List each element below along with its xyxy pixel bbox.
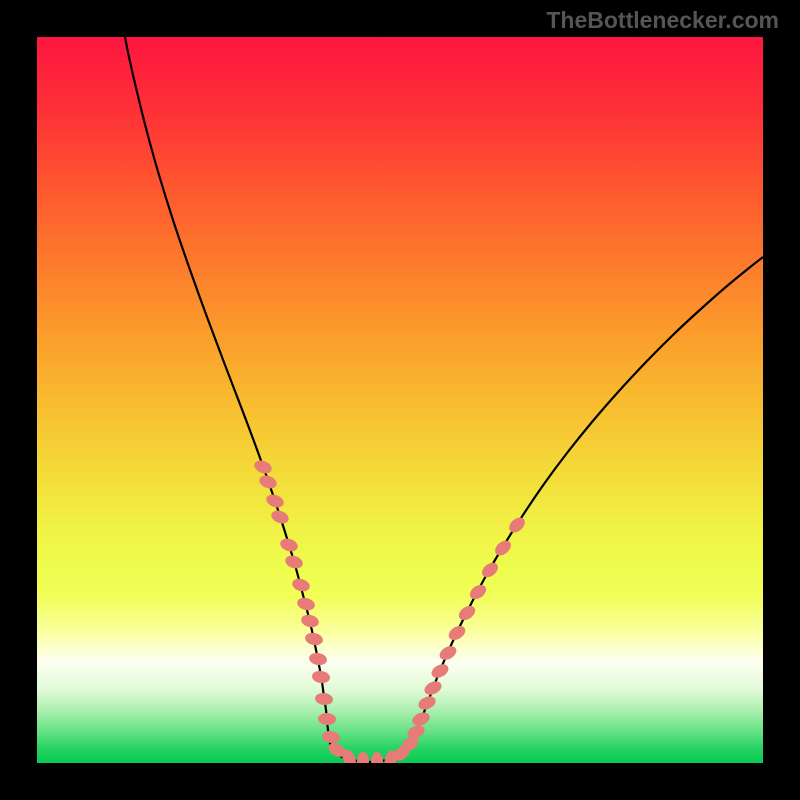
overlay-dot [264, 492, 285, 509]
overlay-dot [296, 596, 316, 612]
overlay-dot [308, 652, 328, 667]
overlay-dot [279, 537, 300, 554]
overlay-dot [311, 670, 330, 684]
overlay-dot [284, 554, 305, 571]
overlay-dot [357, 752, 369, 763]
curve-layer [37, 37, 763, 763]
overlay-dot [318, 712, 337, 725]
watermark-text: TheBottlenecker.com [546, 7, 779, 34]
overlay-dot [479, 560, 501, 581]
overlay-dot [456, 603, 478, 623]
left-curve [125, 37, 369, 762]
overlay-dot [300, 613, 320, 629]
overlay-dot [291, 577, 312, 593]
overlay-dot [467, 582, 489, 602]
overlay-dot [416, 694, 437, 712]
overlay-dot [304, 631, 324, 646]
overlay-dot [314, 692, 333, 706]
overlay-dot [422, 679, 443, 698]
overlay-dot [269, 508, 290, 525]
overlay-dot [410, 710, 431, 728]
overlay-dot [429, 661, 451, 680]
overlay-dot [257, 473, 278, 490]
overlay-dot [321, 730, 341, 745]
overlay-dots-group [252, 458, 527, 763]
overlay-dot [446, 623, 468, 643]
plot-area [37, 37, 763, 763]
overlay-dot [437, 643, 459, 662]
overlay-dot [371, 752, 383, 763]
chart-container: TheBottlenecker.com [0, 0, 800, 800]
overlay-dot [492, 538, 514, 559]
overlay-dot [506, 515, 527, 536]
overlay-dot [252, 458, 273, 475]
